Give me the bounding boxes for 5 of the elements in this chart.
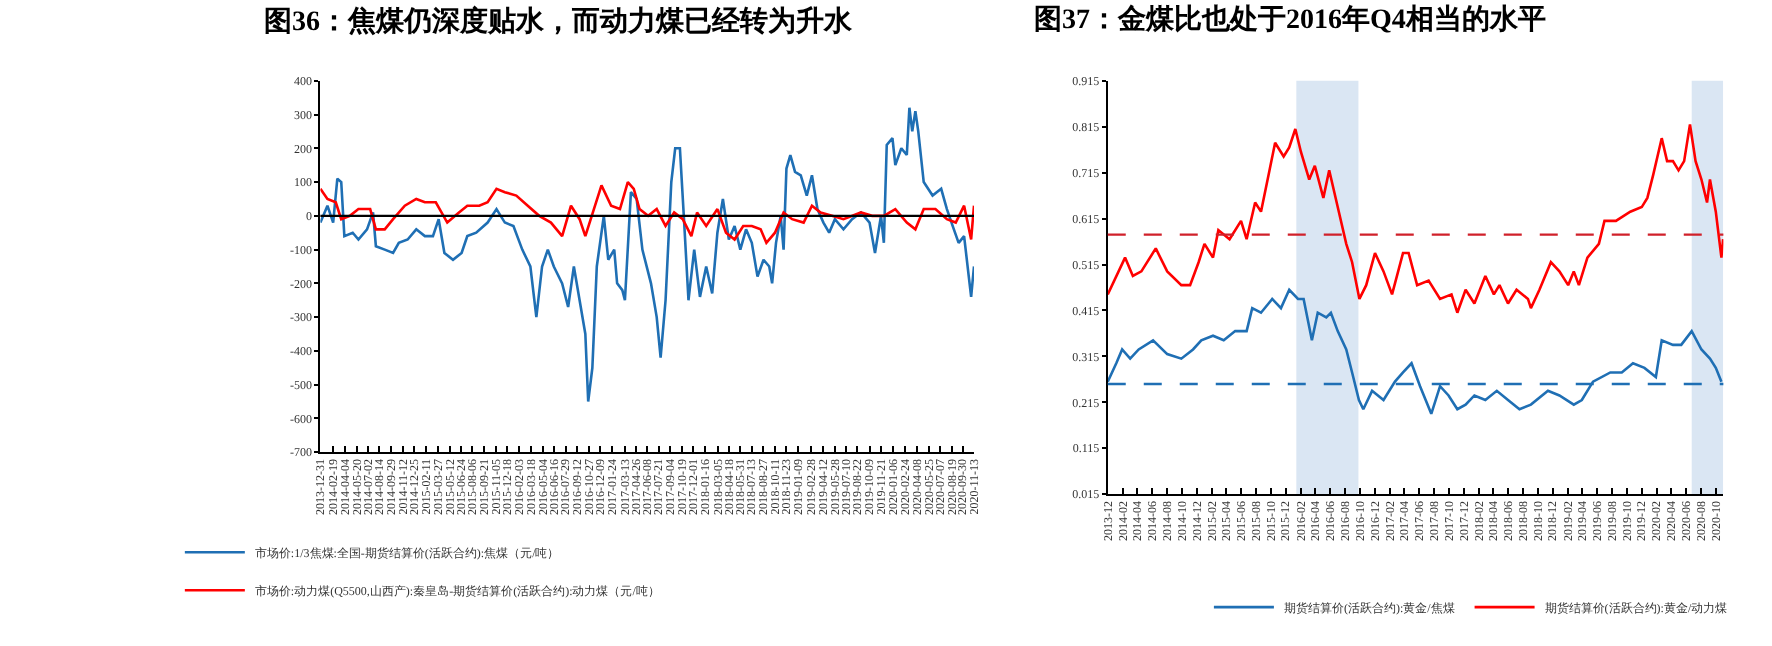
line-series (320, 180, 974, 245)
line-series (320, 106, 974, 403)
chart-title: 图37：金煤比也处于2016年Q4相当的水平 (1034, 4, 1546, 36)
chart-title: 图36：焦煤仍深度贴水，而动力煤已经转为升水 (264, 4, 854, 38)
line-series (1107, 123, 1724, 315)
